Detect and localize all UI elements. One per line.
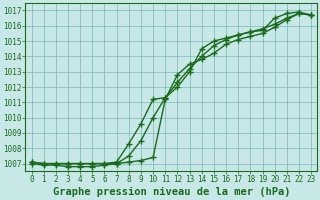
X-axis label: Graphe pression niveau de la mer (hPa): Graphe pression niveau de la mer (hPa) xyxy=(52,187,290,197)
